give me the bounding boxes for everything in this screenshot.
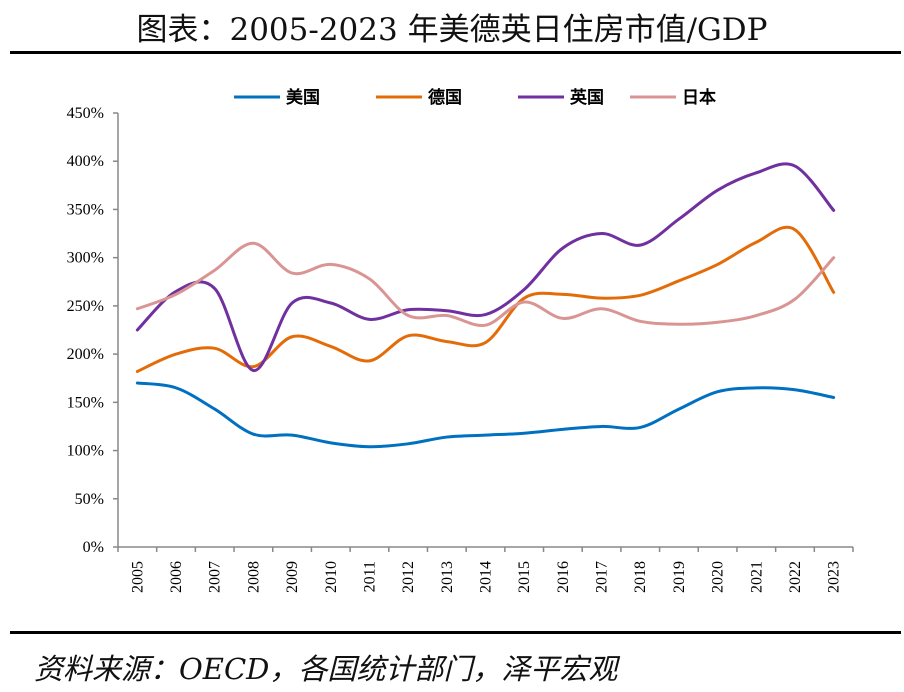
legend-label: 美国 <box>286 87 320 108</box>
x-tick-label: 2020 <box>710 561 727 593</box>
x-tick-label: 2006 <box>168 561 185 593</box>
y-tick-label: 250% <box>67 298 104 315</box>
x-tick-label: 2014 <box>478 561 495 593</box>
x-tick-label: 2012 <box>400 561 417 593</box>
x-tick-label: 2019 <box>671 561 688 593</box>
y-tick-label: 450% <box>67 105 104 122</box>
x-tick-label: 2016 <box>555 561 572 593</box>
y-tick-label: 350% <box>67 201 104 218</box>
title-divider <box>10 51 901 54</box>
y-tick-label: 50% <box>75 491 104 508</box>
x-tick-label: 2005 <box>129 561 146 593</box>
y-tick-label: 300% <box>67 250 104 267</box>
y-tick-label: 100% <box>67 443 104 460</box>
series-line-美国 <box>135 381 836 449</box>
x-tick-label: 2018 <box>632 561 649 593</box>
x-tick-label: 2011 <box>361 561 378 592</box>
x-tick-label: 2021 <box>748 561 765 593</box>
x-tick-label: 2009 <box>284 561 301 593</box>
x-tick-label: 2022 <box>787 561 804 593</box>
series-line-日本 <box>135 241 836 327</box>
x-tick-label: 2015 <box>516 561 533 593</box>
x-tick-label: 2013 <box>439 561 456 593</box>
legend-label: 德国 <box>428 87 462 108</box>
legend-label: 英国 <box>570 87 604 108</box>
y-tick-label: 400% <box>67 153 104 170</box>
x-tick-label: 2008 <box>245 561 262 593</box>
x-tick-label: 2007 <box>207 561 224 593</box>
series-line-德国 <box>135 225 836 373</box>
y-tick-label: 200% <box>67 346 104 363</box>
legend-label: 日本 <box>682 87 716 108</box>
chart-title: 图表：2005-2023 年美德英日住房市值/GDP <box>136 12 768 48</box>
x-tick-label: 2017 <box>594 561 611 593</box>
y-tick-label: 0% <box>83 539 104 556</box>
source-note: 资料来源：OECD，各国统计部门，泽平宏观 <box>34 652 618 686</box>
source-divider <box>10 631 901 634</box>
series-line-英国 <box>135 162 836 373</box>
x-tick-label: 2010 <box>323 561 340 593</box>
x-tick-label: 2023 <box>826 561 843 593</box>
y-tick-label: 150% <box>67 394 104 411</box>
